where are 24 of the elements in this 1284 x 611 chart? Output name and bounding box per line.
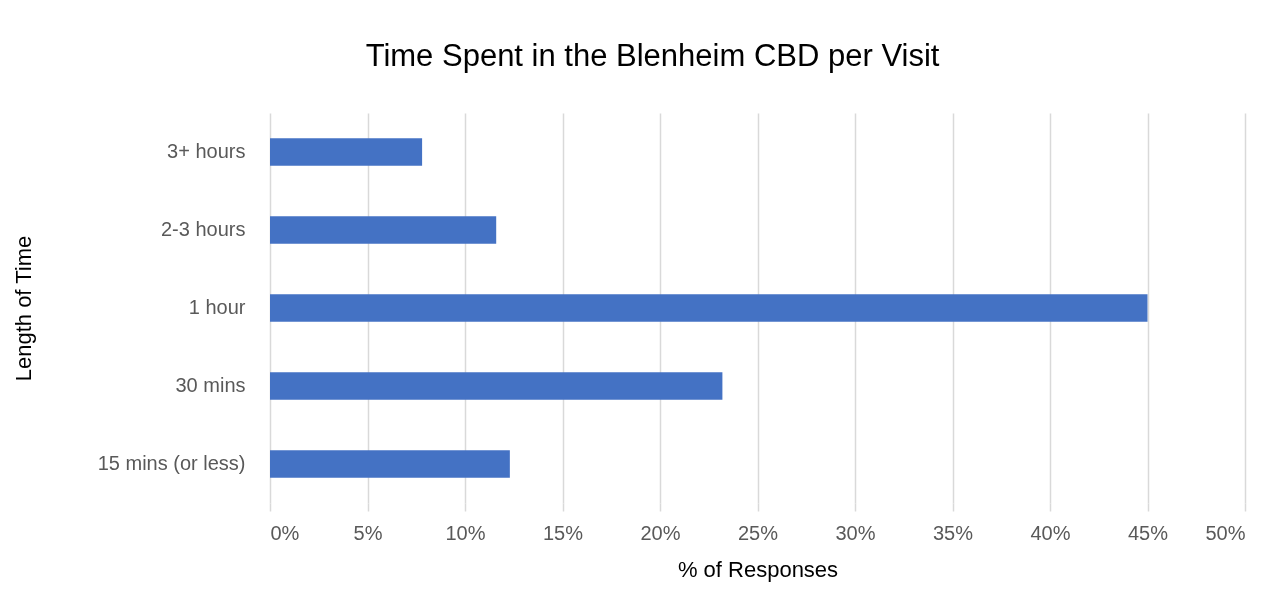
bar [270,294,1148,322]
y-tick-label: 1 hour [188,296,246,318]
y-tick-label: 30 mins [175,374,246,396]
x-tick-label: 40% [1030,521,1071,544]
x-tick-label: 20% [640,521,681,544]
y-axis-title: Length of Time [10,235,36,382]
x-tick-label: 30% [835,521,876,544]
y-tick-label: 3+ hours [167,140,246,162]
x-tick-label: 45% [1127,521,1169,544]
bar [270,372,723,400]
x-axis-title: % of Responses [677,556,839,582]
y-tick-label: 15 mins (or less) [97,452,246,474]
x-tick-label: 10% [445,521,486,544]
x-tick-label: 50% [1205,521,1246,544]
bar [270,216,497,244]
x-tick-label: 15% [542,521,584,544]
x-tick-label: 35% [932,521,974,544]
x-tick-label: 0% [270,521,300,544]
chart-title: Time Spent in the Blenheim CBD per Visit [365,38,940,73]
bar [270,138,423,166]
x-tick-label: 5% [353,521,383,544]
y-tick-label: 2-3 hours [161,218,246,240]
x-tick-label: 25% [737,521,779,544]
bar [270,450,510,478]
